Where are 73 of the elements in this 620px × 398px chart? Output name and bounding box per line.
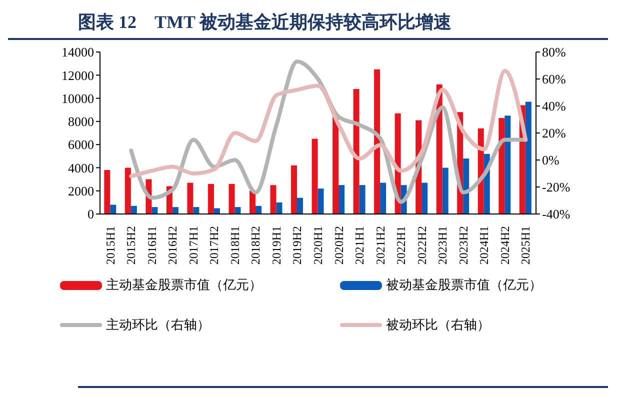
bar	[422, 182, 428, 214]
y2-tick-label: 20%	[542, 126, 566, 141]
bar	[359, 185, 366, 214]
y2-tick-label: 60%	[542, 72, 566, 87]
y-tick-label: 8000	[68, 114, 94, 130]
y-tick-label: 14000	[62, 44, 94, 60]
x-tick-label: 2019H1	[269, 226, 284, 265]
chart-title: 图表 12 TMT 被动基金近期保持较高环比增速	[8, 8, 608, 40]
x-tick-label: 2020H2	[332, 226, 346, 265]
y-tick-label: 4000	[68, 160, 94, 176]
bar	[130, 206, 137, 214]
x-tick-label: 2015H2	[124, 226, 138, 265]
bar	[525, 102, 532, 214]
bar	[353, 89, 360, 214]
x-tick-label: 2021H1	[352, 226, 367, 265]
x-tick-label: 2018H2	[248, 226, 263, 265]
x-tick-label: 2023H1	[436, 226, 450, 265]
line-series	[129, 68, 528, 178]
x-tick-label: 2019H2	[290, 226, 304, 265]
x-tick-label: 2021H2	[373, 226, 388, 265]
x-tick-label: 2020H1	[311, 226, 325, 265]
y2-tick-label: 0%	[542, 152, 560, 168]
x-tick-label: 2018H1	[228, 226, 242, 265]
bar	[255, 206, 262, 214]
bar	[312, 138, 318, 214]
bar	[498, 118, 505, 214]
legend-label: 被动基金股票市值（亿元）	[386, 276, 542, 294]
bar	[463, 158, 470, 214]
x-tick-label: 2022H2	[414, 226, 429, 265]
bar	[152, 207, 158, 214]
y2-tick-label: 40%	[542, 98, 566, 114]
bar	[110, 204, 116, 214]
bar	[172, 207, 178, 214]
x-tick-label: 2025H1	[518, 226, 533, 265]
bar	[270, 185, 276, 214]
x-tick-label: 2023H2	[456, 226, 470, 265]
x-tick-label: 2017H2	[207, 226, 222, 265]
x-tick-label: 2024H1	[477, 226, 492, 265]
bar	[208, 184, 214, 214]
bar	[234, 207, 241, 214]
bar	[318, 188, 324, 214]
x-tick-label: 2015H1	[103, 226, 118, 265]
bar	[228, 184, 235, 214]
y-tick-label: 6000	[68, 137, 94, 152]
bar	[193, 207, 200, 214]
bar	[374, 69, 380, 214]
y-tick-label: 0	[88, 206, 94, 222]
y-tick-label: 10000	[62, 90, 94, 106]
y-tick-label: 12000	[62, 68, 94, 83]
y-tick-label: 2000	[68, 183, 94, 198]
bar	[297, 198, 304, 214]
legend-label: 主动基金股票市值（亿元）	[106, 276, 262, 294]
bar	[442, 168, 448, 214]
legend-label: 被动环比（右轴）	[386, 316, 490, 334]
bar	[276, 202, 282, 214]
bar	[214, 208, 220, 214]
bar	[187, 182, 194, 214]
y2-tick-label: -20%	[542, 180, 570, 195]
y2-tick-label: -40%	[542, 206, 570, 222]
x-tick-label: 2017H1	[186, 226, 200, 265]
bar	[291, 165, 298, 214]
x-tick-label: 2024H2	[498, 226, 512, 265]
bar	[380, 182, 386, 214]
x-tick-label: 2022H1	[394, 226, 408, 265]
bar	[104, 170, 110, 214]
bar	[338, 185, 345, 214]
bar	[124, 168, 131, 214]
legend-label: 主动环比（右轴）	[106, 316, 210, 334]
line-series	[129, 59, 528, 204]
x-tick-label: 2016H2	[166, 226, 180, 265]
x-tick-label: 2016H1	[144, 226, 159, 265]
y2-tick-label: 80%	[542, 44, 566, 60]
bar	[504, 116, 511, 214]
